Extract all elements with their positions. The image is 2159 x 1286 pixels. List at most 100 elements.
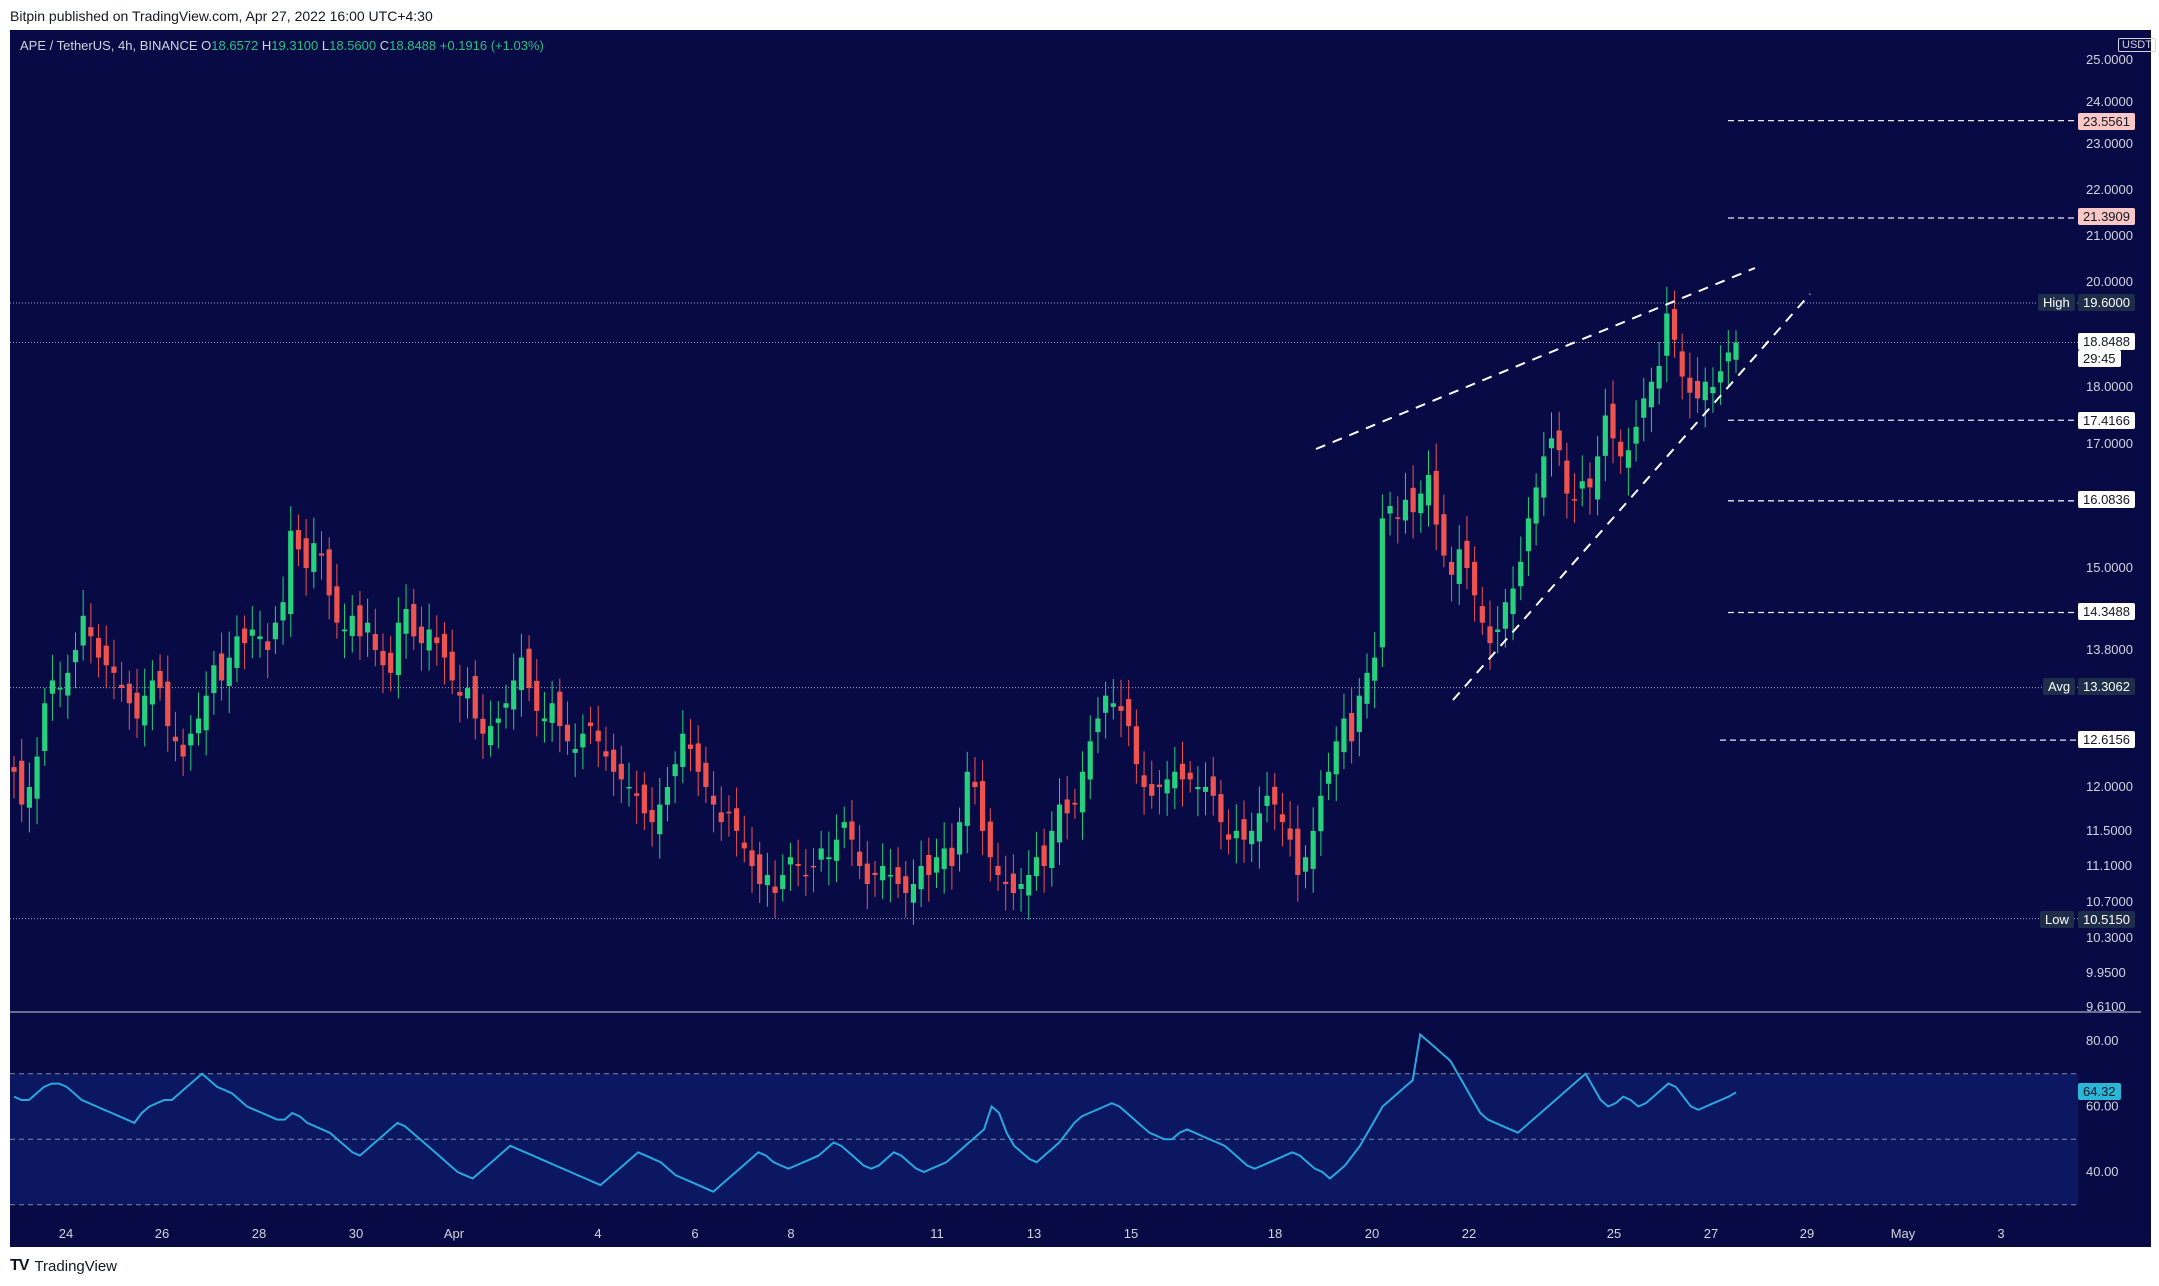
candle-body (1141, 775, 1147, 787)
candle-body (1618, 441, 1624, 457)
open-label: O (201, 38, 212, 53)
last-price-tag: 18.8488 (2078, 333, 2135, 350)
candle-body (518, 657, 524, 691)
candle-body (580, 733, 586, 748)
candle-body (749, 850, 755, 866)
candle-body (1195, 787, 1201, 790)
footer-brand[interactable]: TradingView (34, 1257, 117, 1275)
symbol-legend: APE / TetherUS, 4h, BINANCE O18.6572 H19… (20, 38, 544, 53)
candle-body (641, 784, 647, 814)
candle-body (864, 863, 870, 884)
candle-body (234, 636, 240, 668)
price-tick-label: 10.7000 (2086, 894, 2133, 909)
candle-body (1295, 828, 1301, 875)
candle-body (218, 653, 225, 681)
rsi-tick-label: 40.00 (2086, 1164, 2119, 1179)
candle-body (1356, 695, 1362, 732)
candle-body (1595, 456, 1601, 500)
candle-body (303, 538, 309, 568)
candle-body (1679, 351, 1685, 377)
candle-body (534, 680, 540, 711)
price-tick-label: 18.0000 (2086, 379, 2133, 394)
candle-body (1095, 718, 1101, 733)
candle-body (1379, 518, 1385, 648)
candle-body (349, 615, 355, 637)
candle-body (849, 821, 855, 840)
candle-body (1325, 771, 1332, 784)
candle-body (411, 604, 417, 637)
candle-body (1018, 884, 1024, 889)
price-tick-label: 11.5000 (2086, 823, 2132, 838)
candle-body (1387, 506, 1393, 514)
x-tick-label: 6 (691, 1226, 698, 1241)
candle-body (211, 665, 217, 694)
x-tick-label: 24 (59, 1226, 73, 1241)
candle-body (780, 875, 786, 889)
price-tick-label: 24.0000 (2086, 94, 2133, 109)
candle-body (326, 549, 332, 596)
wedge-lower-line (1452, 293, 1811, 701)
x-tick-label: 3 (1997, 1226, 2004, 1241)
candle-body (295, 530, 302, 550)
candle-body (134, 692, 140, 719)
candle-body (1648, 381, 1655, 408)
candle-body (880, 866, 886, 881)
low-line-value: 10.5150 (2078, 911, 2135, 928)
chart-area[interactable] (10, 30, 2151, 1247)
candle-body (172, 736, 179, 742)
candle-body (1587, 478, 1593, 488)
candle-body (611, 749, 617, 772)
candle-body (1495, 629, 1501, 632)
candle-body (687, 744, 694, 749)
candle-body (111, 666, 117, 673)
candle-body (1579, 481, 1585, 489)
high-line-label: High (2038, 294, 2075, 311)
x-tick-label: 28 (252, 1226, 266, 1241)
candle-body (1671, 309, 1678, 340)
candle-body (457, 691, 463, 696)
footer: TV TradingView (10, 1257, 117, 1275)
candle-body (1441, 514, 1447, 556)
level-tag-3: 17.4166 (2078, 412, 2135, 429)
candle-body (365, 622, 371, 633)
candle-body (1402, 499, 1409, 521)
candle-body (1033, 857, 1040, 877)
candle-body (1310, 830, 1316, 869)
price-tick-label: 22.0000 (2086, 182, 2133, 197)
x-tick-label: May (1891, 1226, 1916, 1241)
candle-body (165, 681, 171, 727)
candle-body (980, 781, 986, 831)
candle-body (1364, 672, 1370, 704)
candle-body (603, 751, 609, 757)
candle-body (449, 651, 455, 681)
candle-body (1664, 313, 1670, 356)
rsi-value-tag: 64.32 (2078, 1083, 2121, 1100)
candle-body (1725, 352, 1731, 362)
candle-body (833, 839, 840, 861)
candle-body (772, 886, 778, 893)
candle-body (872, 872, 878, 875)
candle-body (826, 857, 832, 860)
candle-body (1133, 726, 1139, 765)
candle-body (818, 848, 824, 860)
candle-body (887, 875, 893, 877)
candle-body (626, 787, 632, 789)
candle-body (710, 795, 717, 805)
candle-body (280, 602, 286, 621)
candle-body (1149, 784, 1155, 796)
candle-body (757, 854, 763, 884)
candle-body (1256, 813, 1262, 842)
rsi-tick-label: 60.00 (2086, 1099, 2119, 1114)
candle-body (288, 530, 294, 615)
candle-body (1472, 561, 1478, 596)
candle-body (1226, 834, 1232, 840)
candle-body (949, 847, 955, 866)
candle-body (157, 670, 163, 689)
candle-body (695, 743, 701, 772)
candle-body (357, 605, 363, 637)
currency-label[interactable]: USDT (2118, 38, 2156, 52)
candle-body (1448, 561, 1455, 575)
candle-body (1510, 588, 1516, 615)
candle-body (265, 641, 271, 650)
